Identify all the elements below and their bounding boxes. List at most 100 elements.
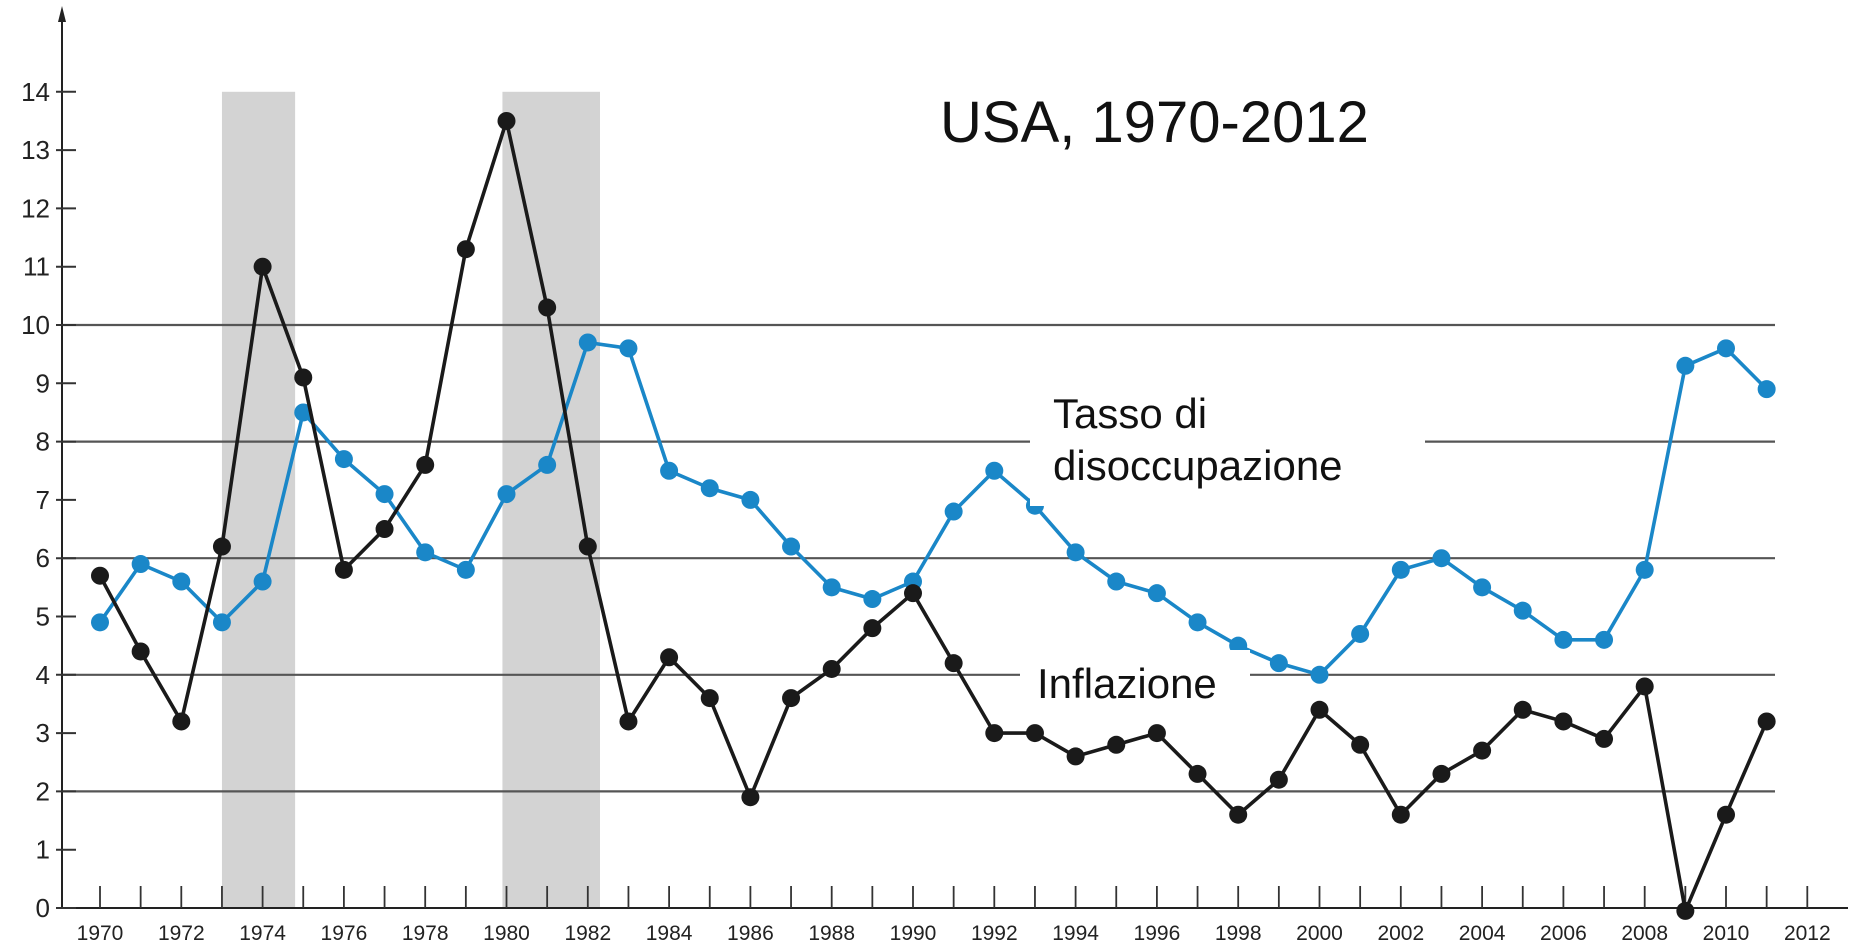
point-tasso-di-disoccupazione-1985 [700, 479, 719, 498]
recession-shading [221, 91, 600, 909]
y-tick-label-5: 5 [36, 602, 50, 632]
point-tasso-di-disoccupazione-1989 [863, 590, 882, 609]
point-inflazione-2003 [1432, 764, 1451, 783]
y-tick-label-2: 2 [36, 776, 50, 806]
point-tasso-di-disoccupazione-1988 [822, 578, 841, 597]
y-tick-label-3: 3 [36, 718, 50, 748]
x-tick-label-2010: 2010 [1703, 922, 1750, 945]
x-tick-label-2012: 2012 [1784, 922, 1831, 945]
point-tasso-di-disoccupazione-1996 [1147, 584, 1166, 603]
point-inflazione-1972 [172, 712, 191, 731]
point-inflazione-1998 [1229, 805, 1248, 824]
point-tasso-di-disoccupazione-2010 [1717, 339, 1735, 358]
point-tasso-di-disoccupazione-2008 [1635, 560, 1654, 579]
point-inflazione-1986 [741, 788, 760, 807]
point-inflazione-1983 [619, 712, 638, 731]
point-inflazione-1981 [538, 298, 557, 317]
x-tick-label-1984: 1984 [646, 922, 693, 945]
point-tasso-di-disoccupazione-2001 [1351, 624, 1370, 643]
point-tasso-di-disoccupazione-2009 [1676, 356, 1695, 375]
point-inflazione-1973 [212, 537, 231, 556]
recession-band-1 [502, 91, 600, 909]
point-inflazione-1978 [416, 455, 435, 474]
point-inflazione-1976 [334, 560, 353, 579]
x-tick-label-1992: 1992 [971, 922, 1018, 945]
point-tasso-di-disoccupazione-1975 [294, 403, 313, 422]
y-tick-label-0: 0 [36, 893, 50, 923]
x-tick-label-1996: 1996 [1134, 922, 1181, 945]
point-tasso-di-disoccupazione-1987 [782, 537, 801, 556]
point-tasso-di-disoccupazione-1976 [334, 450, 353, 469]
point-inflazione-2006 [1554, 712, 1573, 731]
point-tasso-di-disoccupazione-1984 [660, 461, 679, 480]
y-tick-label-12: 12 [21, 193, 50, 223]
y-tick-label-11: 11 [23, 252, 50, 282]
point-inflazione-2009 [1676, 901, 1695, 920]
gridlines [62, 323, 1775, 793]
point-tasso-di-disoccupazione-1974 [253, 572, 272, 591]
point-tasso-di-disoccupazione-1997 [1188, 613, 1207, 632]
point-tasso-di-disoccupazione-1981 [538, 455, 557, 474]
point-inflazione-2010 [1717, 805, 1735, 824]
point-inflazione-1997 [1188, 764, 1207, 783]
point-tasso-di-disoccupazione-1983 [619, 339, 638, 358]
annotation-unemployment-line-0: Tasso di [1053, 390, 1207, 437]
point-tasso-di-disoccupazione-1973 [212, 613, 231, 632]
axes [58, 6, 1848, 909]
y-tick-label-10: 10 [21, 310, 50, 340]
point-tasso-di-disoccupazione-1982 [578, 333, 597, 352]
annotation-bg-unemployment [1030, 378, 1425, 506]
point-inflazione-2007 [1595, 729, 1614, 748]
x-tick-label-1976: 1976 [321, 922, 368, 945]
point-tasso-di-disoccupazione-1995 [1107, 572, 1126, 591]
y-axis-arrow [58, 6, 66, 22]
point-inflazione-1985 [700, 689, 719, 708]
point-inflazione-1974 [253, 257, 272, 276]
point-tasso-di-disoccupazione-2003 [1432, 549, 1451, 568]
point-tasso-di-disoccupazione-2000 [1310, 665, 1329, 684]
x-ticks: 1970 1972 1974 1976 1978 1980 1982 1984 1986 1988… [77, 886, 1831, 945]
point-inflazione-2002 [1391, 805, 1410, 824]
x-tick-label-1994: 1994 [1052, 922, 1099, 945]
y-tick-label-6: 6 [36, 543, 50, 573]
point-inflazione-1970 [91, 566, 109, 585]
point-inflazione-1975 [294, 368, 313, 387]
point-inflazione-2001 [1351, 735, 1370, 754]
point-inflazione-2004 [1473, 741, 1492, 760]
point-tasso-di-disoccupazione-1978 [416, 543, 435, 562]
annotation-unemployment-line-1: disoccupazione [1053, 442, 1343, 489]
point-inflazione-1988 [822, 659, 841, 678]
point-inflazione-1995 [1107, 735, 1126, 754]
annotation-layer: Tasso di disoccupazione Inflazione [1020, 378, 1425, 712]
point-inflazione-1994 [1066, 747, 1085, 766]
x-tick-label-2002: 2002 [1377, 922, 1424, 945]
point-tasso-di-disoccupazione-1994 [1066, 543, 1085, 562]
x-tick-label-2006: 2006 [1540, 922, 1587, 945]
x-tick-label-1998: 1998 [1215, 922, 1262, 945]
point-tasso-di-disoccupazione-2011 [1757, 380, 1776, 399]
point-inflazione-2000 [1310, 700, 1329, 719]
point-tasso-di-disoccupazione-2006 [1554, 630, 1573, 649]
y-tick-label-9: 9 [36, 368, 50, 398]
y-tick-label-13: 13 [21, 135, 50, 165]
x-tick-label-1980: 1980 [483, 922, 530, 945]
y-tick-label-1: 1 [36, 835, 50, 865]
x-tick-label-1986: 1986 [727, 922, 774, 945]
point-tasso-di-disoccupazione-2005 [1513, 601, 1532, 620]
x-tick-label-1982: 1982 [564, 922, 611, 945]
point-tasso-di-disoccupazione-2007 [1595, 630, 1614, 649]
point-inflazione-1991 [944, 654, 963, 673]
point-tasso-di-disoccupazione-1979 [456, 560, 475, 579]
point-tasso-di-disoccupazione-1999 [1269, 654, 1288, 673]
x-tick-label-1974: 1974 [239, 922, 286, 945]
x-tick-label-2004: 2004 [1459, 922, 1506, 945]
y-tick-label-7: 7 [36, 485, 50, 515]
point-tasso-di-disoccupazione-1972 [172, 572, 191, 591]
point-tasso-di-disoccupazione-2002 [1391, 560, 1410, 579]
point-inflazione-2008 [1635, 677, 1654, 696]
point-tasso-di-disoccupazione-1986 [741, 490, 760, 509]
point-tasso-di-disoccupazione-1991 [944, 502, 963, 521]
point-inflazione-1984 [660, 648, 679, 667]
